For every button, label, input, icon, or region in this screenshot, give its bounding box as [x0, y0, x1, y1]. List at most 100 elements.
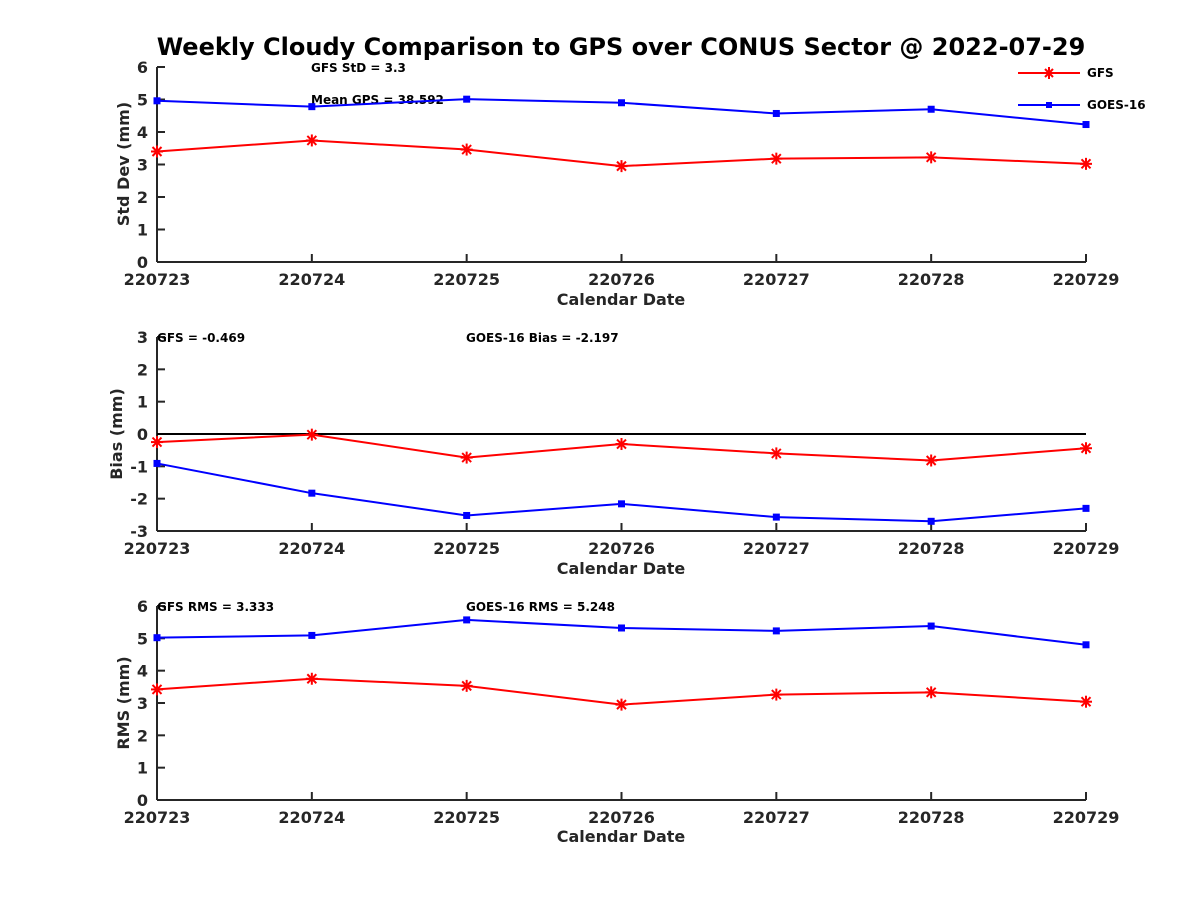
data-point-goes16: [927, 105, 935, 113]
data-point-goes16: [153, 634, 161, 642]
x-tick-label: 220729: [1053, 808, 1120, 827]
data-point-gfs: [615, 438, 628, 451]
y-tick-label: 3: [137, 156, 148, 175]
y-tick-label: 3: [137, 328, 148, 347]
x-tick-labels: 220723 220724 220725 220726 220727 220728 2207…: [124, 792, 1120, 827]
x-tick-label: 220726: [588, 539, 655, 558]
data-point-goes16: [463, 511, 471, 519]
data-point-goes16: [772, 109, 780, 117]
data-point-gfs: [305, 428, 318, 441]
y-tick-label: 1: [137, 221, 148, 240]
y-tick-label: 2: [137, 188, 148, 207]
y-tick-label: 5: [137, 91, 148, 110]
data-point-goes16: [153, 459, 161, 467]
data-point-gfs: [770, 688, 783, 701]
data-point-goes16: [618, 500, 625, 508]
data-point-gfs: [460, 679, 473, 692]
data-point-gfs: [615, 698, 628, 711]
annotation-gfs-std: GFS StD = 3.3: [311, 61, 406, 75]
annotation-goes-rms: GOES-16 RMS = 5.248: [466, 600, 615, 614]
y-tick-label: 1: [137, 393, 148, 412]
y-tick-label: 1: [137, 759, 148, 778]
x-tick-label: 220728: [898, 270, 965, 289]
data-point-goes16: [1082, 121, 1090, 129]
data-point-gfs: [151, 145, 163, 158]
data-point-gfs: [925, 151, 938, 164]
x-tick-label: 220727: [743, 539, 810, 558]
annotation-gfs-rms: GFS RMS = 3.333: [157, 600, 274, 614]
y-tick-label: -2: [130, 490, 148, 509]
x-tick-label: 220729: [1053, 270, 1120, 289]
y-tick-labels: 0 1 2 3 4 5 6: [137, 58, 165, 272]
x-tick-label: 220723: [124, 808, 191, 827]
data-point-goes16: [463, 616, 471, 624]
data-point-goes16: [927, 622, 935, 630]
data-point-gfs: [1080, 442, 1092, 455]
y-tick-label: 4: [137, 662, 148, 681]
legend-label-gfs: GFS: [1087, 66, 1114, 80]
y-tick-label: 2: [137, 726, 148, 745]
y-tick-label: 0: [137, 425, 148, 444]
x-tick-label: 220727: [743, 270, 810, 289]
y-axis-label: Bias (mm): [107, 388, 126, 480]
x-tick-label: 220727: [743, 808, 810, 827]
y-tick-label: -1: [130, 457, 148, 476]
data-point-gfs: [151, 436, 163, 449]
data-point-gfs: [925, 454, 938, 467]
y-tick-label: 4: [137, 123, 148, 142]
x-axis-label: Calendar Date: [557, 290, 686, 309]
x-tick-label: 220726: [588, 808, 655, 827]
data-point-goes16: [308, 631, 316, 639]
data-point-goes16: [927, 517, 935, 525]
data-point-gfs: [770, 152, 783, 165]
data-point-goes16: [153, 97, 161, 105]
x-tick-label: 220725: [433, 270, 500, 289]
data-point-goes16: [1082, 641, 1090, 649]
x-axis-label: Calendar Date: [557, 827, 686, 846]
data-point-goes16: [308, 489, 316, 497]
y-tick-label: 2: [137, 360, 148, 379]
legend-label-goes16: GOES-16: [1087, 98, 1146, 112]
data-point-gfs: [460, 451, 473, 464]
legend: GFS GOES-16: [1018, 66, 1146, 112]
data-point-gfs: [925, 686, 938, 699]
data-point-gfs: [615, 160, 628, 173]
data-point-goes16: [772, 627, 780, 635]
annotation-goes-bias: GOES-16 Bias = -2.197: [466, 331, 619, 345]
data-point-goes16: [772, 513, 780, 521]
data-point-gfs: [770, 447, 783, 460]
data-point-gfs: [151, 683, 163, 696]
x-tick-labels: 220723 220724 220725 220726 220727 220728 2207…: [124, 254, 1120, 289]
chart-title: Weekly Cloudy Comparison to GPS over CON…: [157, 33, 1086, 61]
annotation-gfs-bias: GFS = -0.469: [157, 331, 245, 345]
y-tick-label: 0: [137, 253, 148, 272]
y-axis-label: RMS (mm): [114, 656, 133, 749]
data-point-goes16: [618, 624, 625, 632]
data-point-goes16: [1082, 504, 1090, 512]
y-tick-label: 6: [137, 58, 148, 77]
x-tick-label: 220728: [898, 808, 965, 827]
annotation-mean-gps: Mean GPS = 38.592: [311, 93, 444, 107]
x-tick-label: 220723: [124, 539, 191, 558]
data-point-gfs: [305, 672, 318, 685]
x-tick-label: 220726: [588, 270, 655, 289]
y-tick-label: 6: [137, 597, 148, 616]
data-point-goes16: [618, 99, 625, 107]
data-point-gfs: [1080, 695, 1092, 708]
data-point-gfs: [460, 143, 473, 156]
data-point-gfs: [1080, 157, 1092, 170]
y-tick-label: 0: [137, 791, 148, 810]
data-point-goes16: [308, 103, 316, 111]
y-tick-label: 3: [137, 694, 148, 713]
x-axis-label: Calendar Date: [557, 559, 686, 578]
x-tick-label: 220729: [1053, 539, 1120, 558]
data-point-gfs: [305, 134, 318, 147]
y-axis-label: Std Dev (mm): [114, 102, 133, 226]
x-tick-label: 220725: [433, 539, 500, 558]
x-tick-label: 220724: [278, 270, 345, 289]
legend-marker-goes16: [1046, 102, 1052, 108]
